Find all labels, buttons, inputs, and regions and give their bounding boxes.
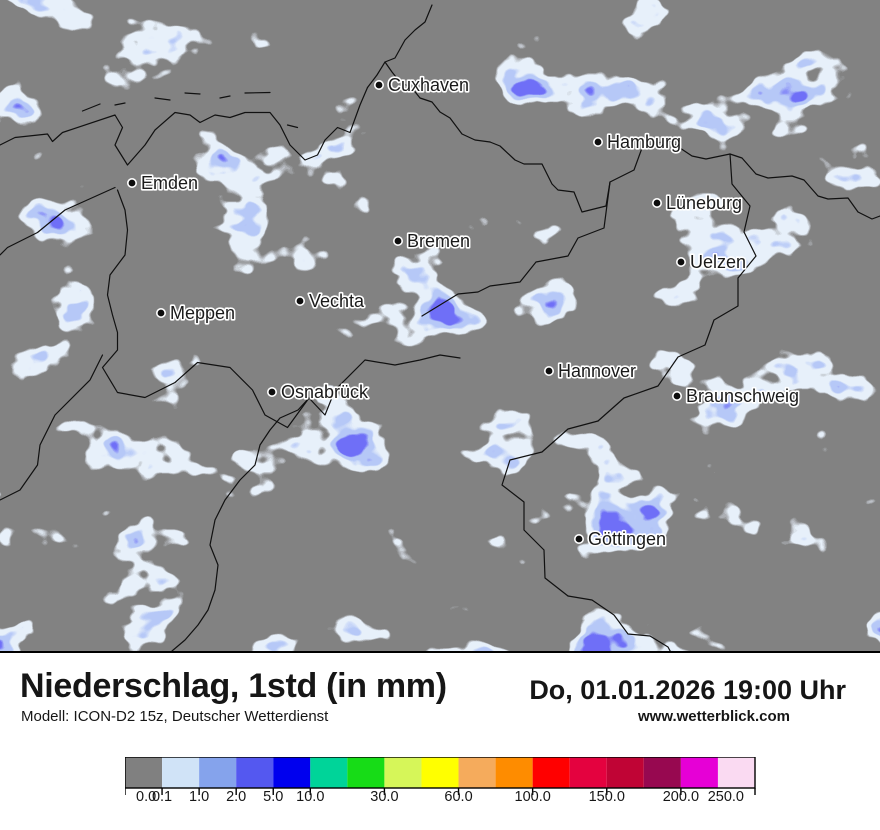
svg-text:Göttingen: Göttingen [588,529,666,549]
svg-text:5.0: 5.0 [263,789,283,802]
svg-text:200.0: 200.0 [663,789,699,802]
svg-text:Hannover: Hannover [558,361,636,381]
svg-text:30.0: 30.0 [370,789,398,802]
svg-text:Emden: Emden [141,173,198,193]
svg-text:0.1: 0.1 [152,789,172,802]
svg-text:60.0: 60.0 [444,789,472,802]
svg-text:Hamburg: Hamburg [607,132,681,152]
svg-text:150.0: 150.0 [589,789,625,802]
svg-text:10.0: 10.0 [296,789,324,802]
svg-text:Meppen: Meppen [170,303,235,323]
svg-text:250.0: 250.0 [708,789,744,802]
svg-text:Vechta: Vechta [309,291,365,311]
svg-text:100.0: 100.0 [515,789,551,802]
svg-text:Lüneburg: Lüneburg [666,193,742,213]
svg-text:Bremen: Bremen [407,231,470,251]
svg-text:Braunschweig: Braunschweig [686,386,799,406]
svg-text:2.0: 2.0 [226,789,246,802]
svg-text:Cuxhaven: Cuxhaven [388,75,469,95]
svg-text:1.0: 1.0 [189,789,209,802]
svg-text:Uelzen: Uelzen [690,252,746,272]
svg-text:Osnabrück: Osnabrück [281,382,369,402]
